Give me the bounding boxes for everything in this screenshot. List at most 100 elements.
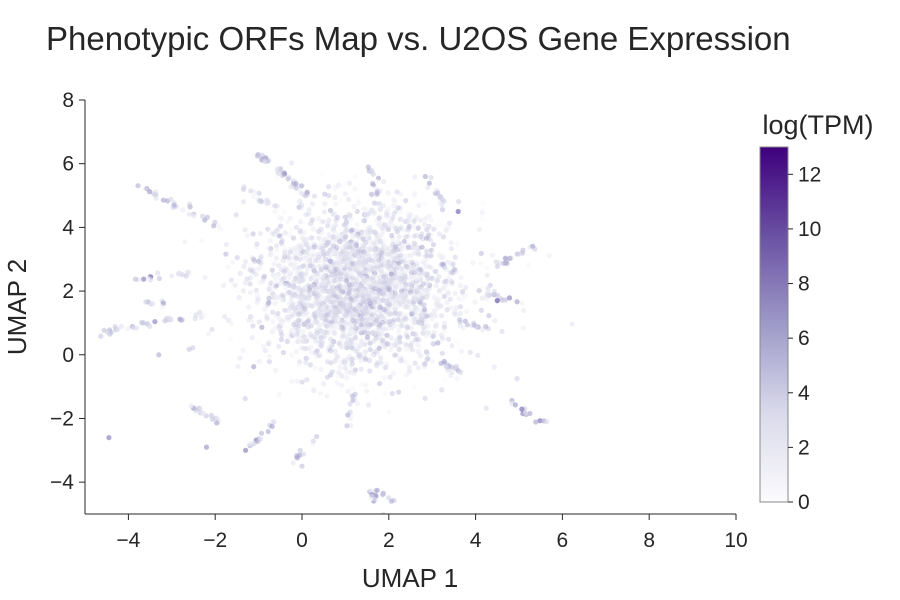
scatter-point [397,205,403,211]
scatter-point [333,298,339,304]
scatter-point [289,378,295,384]
scatter-point [325,219,332,225]
scatter-point [388,335,394,341]
scatter-point [246,304,252,310]
scatter-point [355,260,361,266]
scatter-point [292,275,299,281]
scatter-point [289,325,295,332]
scatter-point [323,273,329,279]
scatter-point [364,334,370,340]
scatter-point [345,256,351,262]
colorbar-tick-label: 2 [798,436,810,459]
scatter-point [366,346,372,352]
scatter-point [347,312,353,318]
scatter-point [378,313,384,319]
scatter-point [417,345,423,351]
scatter-point [373,343,380,349]
scatter-point [449,269,455,275]
scatter-point [370,285,377,292]
scatter-point [387,284,393,290]
scatter-point [369,493,375,499]
scatter-point [363,257,369,263]
scatter-point [321,284,327,290]
scatter-point [406,214,412,220]
scatter-point [335,294,341,300]
scatter-point [349,275,356,281]
scatter-point [314,252,320,258]
scatter-point [380,261,386,268]
scatter-point [389,307,395,313]
scatter-point [333,236,339,242]
scatter-point [153,192,159,198]
scatter-point [259,199,265,205]
scatter-point [463,285,469,291]
scatter-point [372,269,378,276]
scatter-point [270,295,276,301]
scatter-point [441,294,447,300]
scatter-point [337,292,343,298]
scatter-point [300,277,306,283]
scatter-point [406,364,412,370]
scatter-point [397,226,403,232]
scatter-point [331,225,337,231]
scatter-point [289,333,295,339]
scatter-point [298,219,304,225]
scatter-point [329,343,335,349]
scatter-point [281,296,287,303]
scatter-point [410,300,417,306]
scatter-point [332,322,338,328]
scatter-point [374,363,380,369]
scatter-point [442,284,448,290]
scatter-point [434,278,440,284]
scatter-point [492,318,498,324]
scatter-point [393,283,399,289]
scatter-point [404,284,411,290]
scatter-point [458,304,464,310]
scatter-point [374,315,380,321]
scatter-point [287,331,293,337]
scatter-point [293,276,299,282]
scatter-point [415,249,421,255]
scatter-point [349,349,355,355]
scatter-point [479,209,485,216]
scatter-point [344,375,350,381]
scatter-point [478,307,484,313]
scatter-point [396,260,402,267]
scatter-point [332,274,339,280]
scatter-point [365,248,371,254]
scatter-point [341,301,347,307]
scatter-point [389,287,395,293]
scatter-point [317,245,323,251]
scatter-point [314,353,320,359]
scatter-point [324,250,330,256]
scatter-point [347,289,353,295]
scatter-point [280,349,286,356]
scatter-point [315,292,321,298]
scatter-point [286,282,292,288]
scatter-point [404,323,410,329]
scatter-point [362,341,368,347]
scatter-point [376,314,382,320]
scatter-point [394,342,400,348]
scatter-point [342,231,348,237]
scatter-point [287,283,293,289]
scatter-point [329,319,335,325]
scatter-point [421,302,427,308]
scatter-point [401,270,407,276]
scatter-point [327,326,333,332]
scatter-point [266,353,273,359]
scatter-point [313,287,320,293]
scatter-point [478,261,484,267]
scatter-point [373,348,379,354]
scatter-point [311,268,318,274]
scatter-point [406,259,412,265]
scatter-point [253,287,259,293]
scatter-point [410,223,417,229]
scatter-point [501,260,507,266]
scatter-point [335,266,341,272]
scatter-point [457,310,463,316]
scatter-point [378,268,384,274]
scatter-point [366,357,373,363]
scatter-point [359,242,365,248]
